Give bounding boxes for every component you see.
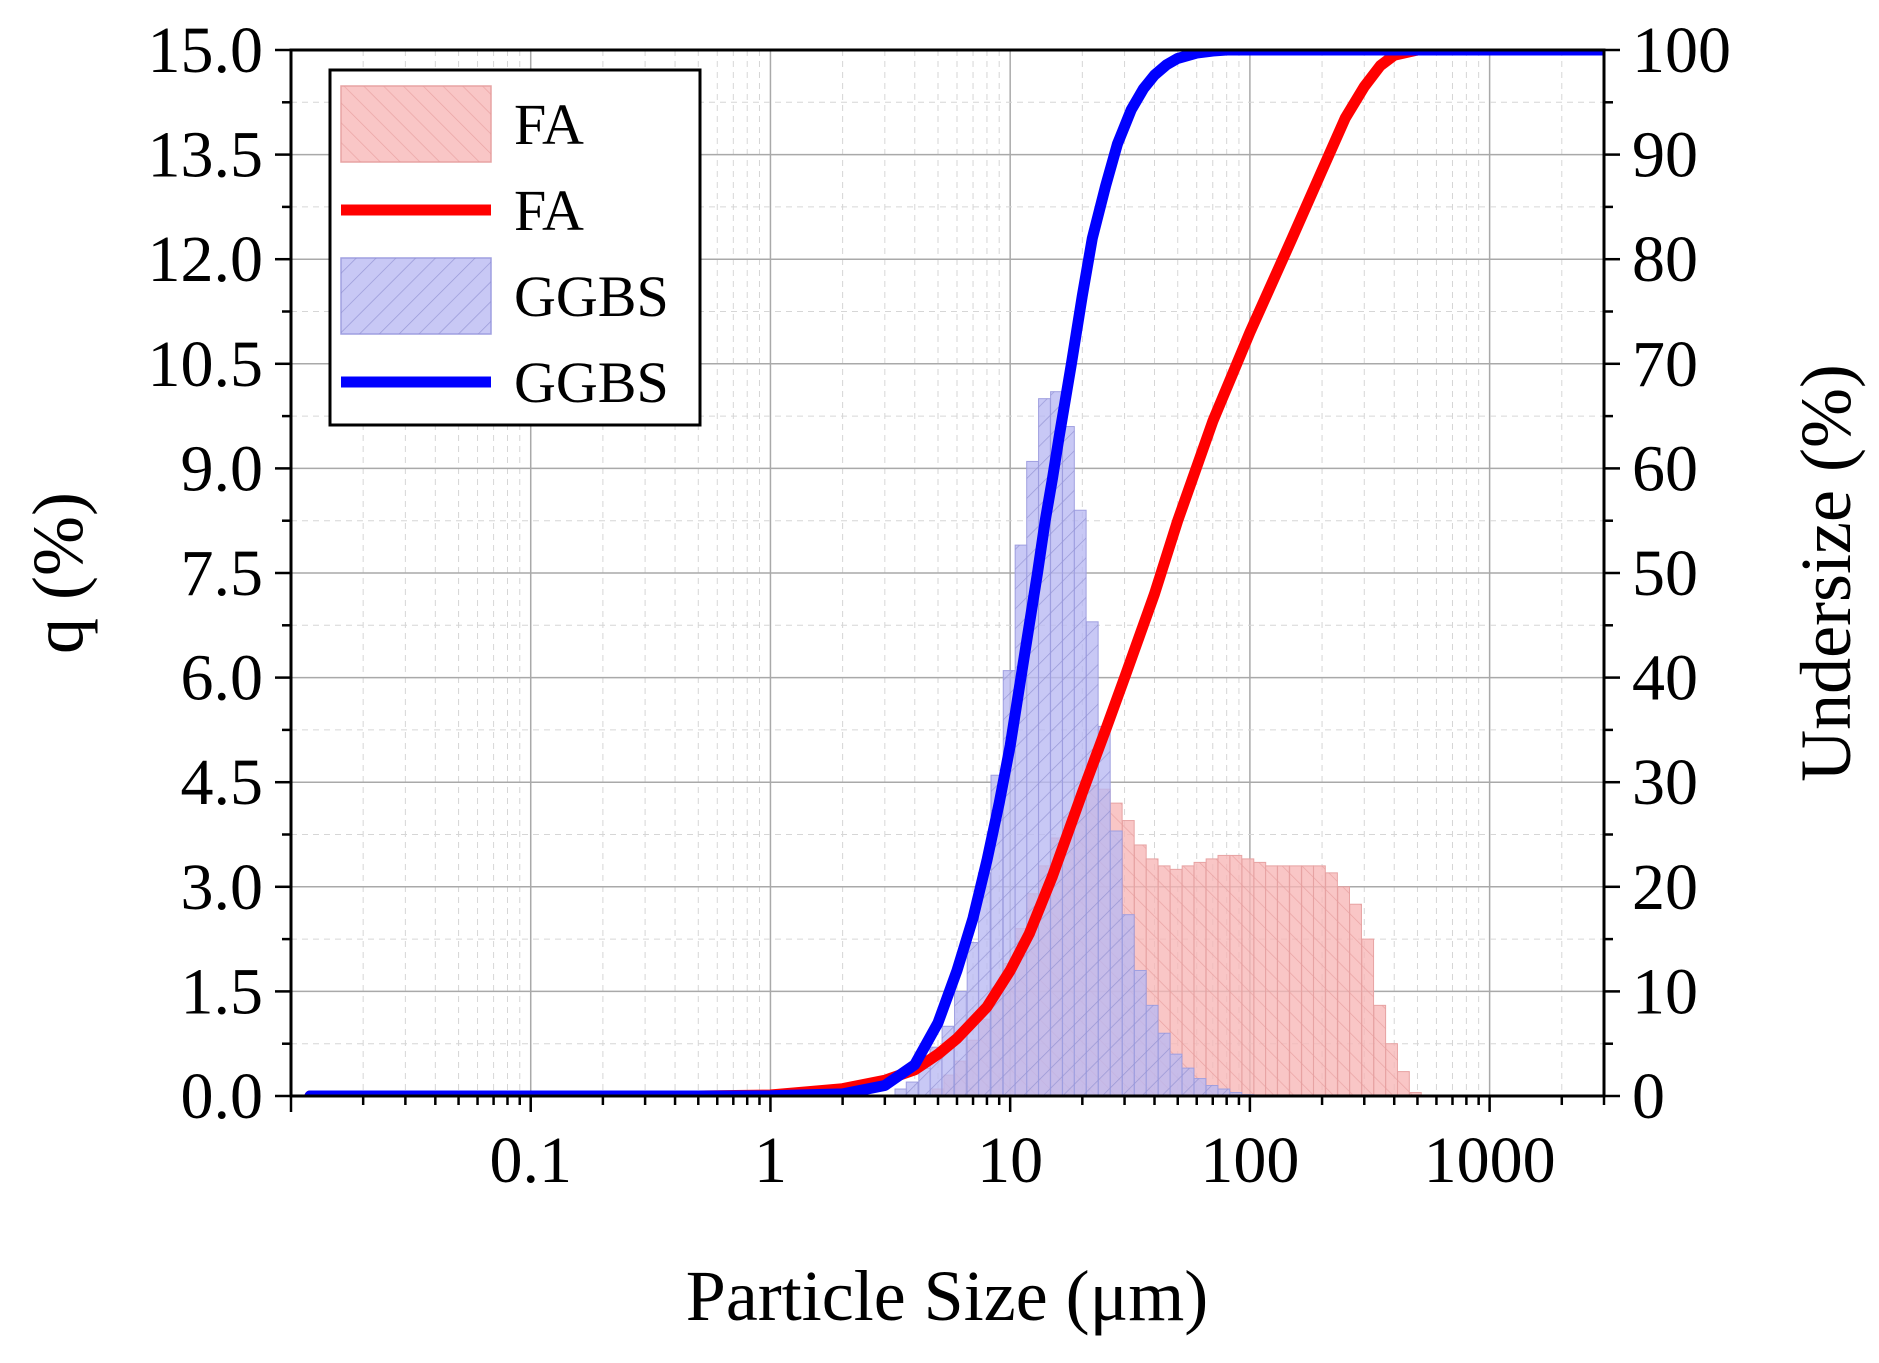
bar-hatch-ggbs <box>930 1047 942 1096</box>
legend-label: FA <box>514 92 584 157</box>
y-tick-label: 1.5 <box>181 955 264 1028</box>
y2-tick-label: 90 <box>1632 119 1698 192</box>
bar-hatch-ggbs <box>1146 1005 1159 1096</box>
bar-hatch-ggbs <box>1158 1033 1171 1096</box>
bar-hatch-ggbs <box>906 1082 919 1096</box>
y-tick-label: 12.0 <box>148 223 264 296</box>
x-tick-label: 0.1 <box>489 1124 572 1197</box>
bar-hatch-ggbs <box>978 872 991 1096</box>
y-tick-label: 0.0 <box>181 1060 264 1133</box>
bar-hatch-ggbs <box>1050 391 1063 1096</box>
bar-hatch-fa <box>1194 862 1206 1096</box>
bar-hatch-fa <box>1361 939 1374 1096</box>
bars <box>894 391 1422 1096</box>
bar-hatch-ggbs <box>1015 545 1027 1096</box>
bar-hatch-fa <box>1265 865 1278 1096</box>
y2-tick-label: 60 <box>1632 432 1698 505</box>
y-tick-label: 9.0 <box>181 432 264 505</box>
y-tick-label: 3.0 <box>181 851 264 924</box>
bar-hatch-ggbs <box>1026 461 1039 1096</box>
bar-hatch-fa <box>1242 858 1254 1096</box>
bar-hatch-fa <box>1397 1071 1410 1096</box>
x-tick-label: 100 <box>1200 1124 1299 1197</box>
bar-hatch-fa <box>1277 865 1290 1096</box>
y2-tick-label: 0 <box>1632 1060 1665 1133</box>
x-tick-label: 10 <box>977 1124 1043 1197</box>
y-tick-label: 6.0 <box>181 642 264 715</box>
bar-hatch-ggbs <box>895 1089 907 1096</box>
bar-hatch-ggbs <box>1182 1068 1194 1096</box>
legend: FA FA GGBS GGBS <box>328 68 702 427</box>
bar-hatch-ggbs <box>1194 1078 1206 1096</box>
legend-swatch-hatch <box>341 86 491 162</box>
bar-hatch-fa <box>1313 865 1326 1096</box>
bar-hatch-fa <box>1385 1043 1398 1096</box>
y-tick-label: 10.5 <box>148 328 264 401</box>
bar-hatch-fa <box>1289 865 1302 1096</box>
bar-hatch-ggbs <box>1170 1054 1182 1096</box>
grid <box>290 50 1605 1096</box>
y2-tick-label: 50 <box>1632 537 1698 610</box>
bar-hatch-ggbs <box>918 1068 931 1096</box>
y-tick-label: 15.0 <box>148 14 264 87</box>
bar-hatch-ggbs <box>1038 398 1051 1096</box>
legend-label: GGBS <box>514 350 669 415</box>
y-axis-title: q (%) <box>18 492 98 654</box>
bar-hatch-ggbs <box>1206 1085 1218 1096</box>
x-tick-label: 1000 <box>1424 1124 1556 1197</box>
bar-hatch-fa <box>1409 1092 1422 1096</box>
ticks: 0.01.53.04.56.07.59.010.512.013.515.0010… <box>148 14 1732 1197</box>
bar-hatch-ggbs <box>1086 621 1099 1096</box>
legend-swatch-hatch <box>341 258 491 334</box>
y2-tick-label: 70 <box>1632 328 1698 401</box>
y2-axis-title: Undersize (%) <box>1786 364 1866 782</box>
bar-hatch-ggbs <box>942 1026 954 1096</box>
x-tick-label: 1 <box>754 1124 787 1197</box>
bar-hatch-fa <box>1158 865 1171 1096</box>
line-ggbs <box>304 50 1604 1096</box>
bar-hatch-ggbs <box>1218 1089 1230 1096</box>
y2-tick-label: 20 <box>1632 851 1698 924</box>
y2-tick-label: 40 <box>1632 642 1698 715</box>
y2-tick-label: 80 <box>1632 223 1698 296</box>
bar-hatch-fa <box>1253 862 1266 1096</box>
bar-hatch-ggbs <box>1062 426 1075 1096</box>
bar-hatch-fa <box>1337 886 1350 1096</box>
y2-tick-label: 30 <box>1632 746 1698 819</box>
bar-hatch-fa <box>1373 1005 1386 1096</box>
y-tick-label: 7.5 <box>181 537 264 610</box>
bar-hatch-ggbs <box>1134 970 1147 1096</box>
lines <box>304 50 1604 1096</box>
x-axis-title: Particle Size (μm) <box>686 1256 1208 1336</box>
bar-hatch-fa <box>1170 869 1182 1096</box>
bar-hatch-fa <box>1182 865 1194 1096</box>
bar-hatch-ggbs <box>990 775 1003 1096</box>
bar-hatch-ggbs <box>1098 726 1111 1096</box>
legend-label: FA <box>514 178 584 243</box>
bar-hatch-fa <box>1218 855 1230 1096</box>
y-tick-label: 4.5 <box>181 746 264 819</box>
bar-hatch-fa <box>1325 872 1338 1096</box>
bar-hatch-fa <box>1349 904 1362 1096</box>
y2-tick-label: 100 <box>1632 14 1731 87</box>
y2-tick-label: 10 <box>1632 955 1698 1028</box>
bar-hatch-fa <box>1230 855 1242 1096</box>
y-tick-label: 13.5 <box>148 119 264 192</box>
bar-hatch-fa <box>1146 858 1159 1096</box>
bar-hatch-fa <box>1206 858 1218 1096</box>
bar-hatch-ggbs <box>1230 1092 1242 1096</box>
bar-hatch-ggbs <box>1122 914 1135 1096</box>
bar-hatch-ggbs <box>954 991 967 1096</box>
bar-hatch-ggbs <box>1003 670 1015 1096</box>
bar-hatch-fa <box>1301 865 1314 1096</box>
legend-label: GGBS <box>514 264 669 329</box>
bar-hatch-ggbs <box>1110 831 1123 1096</box>
